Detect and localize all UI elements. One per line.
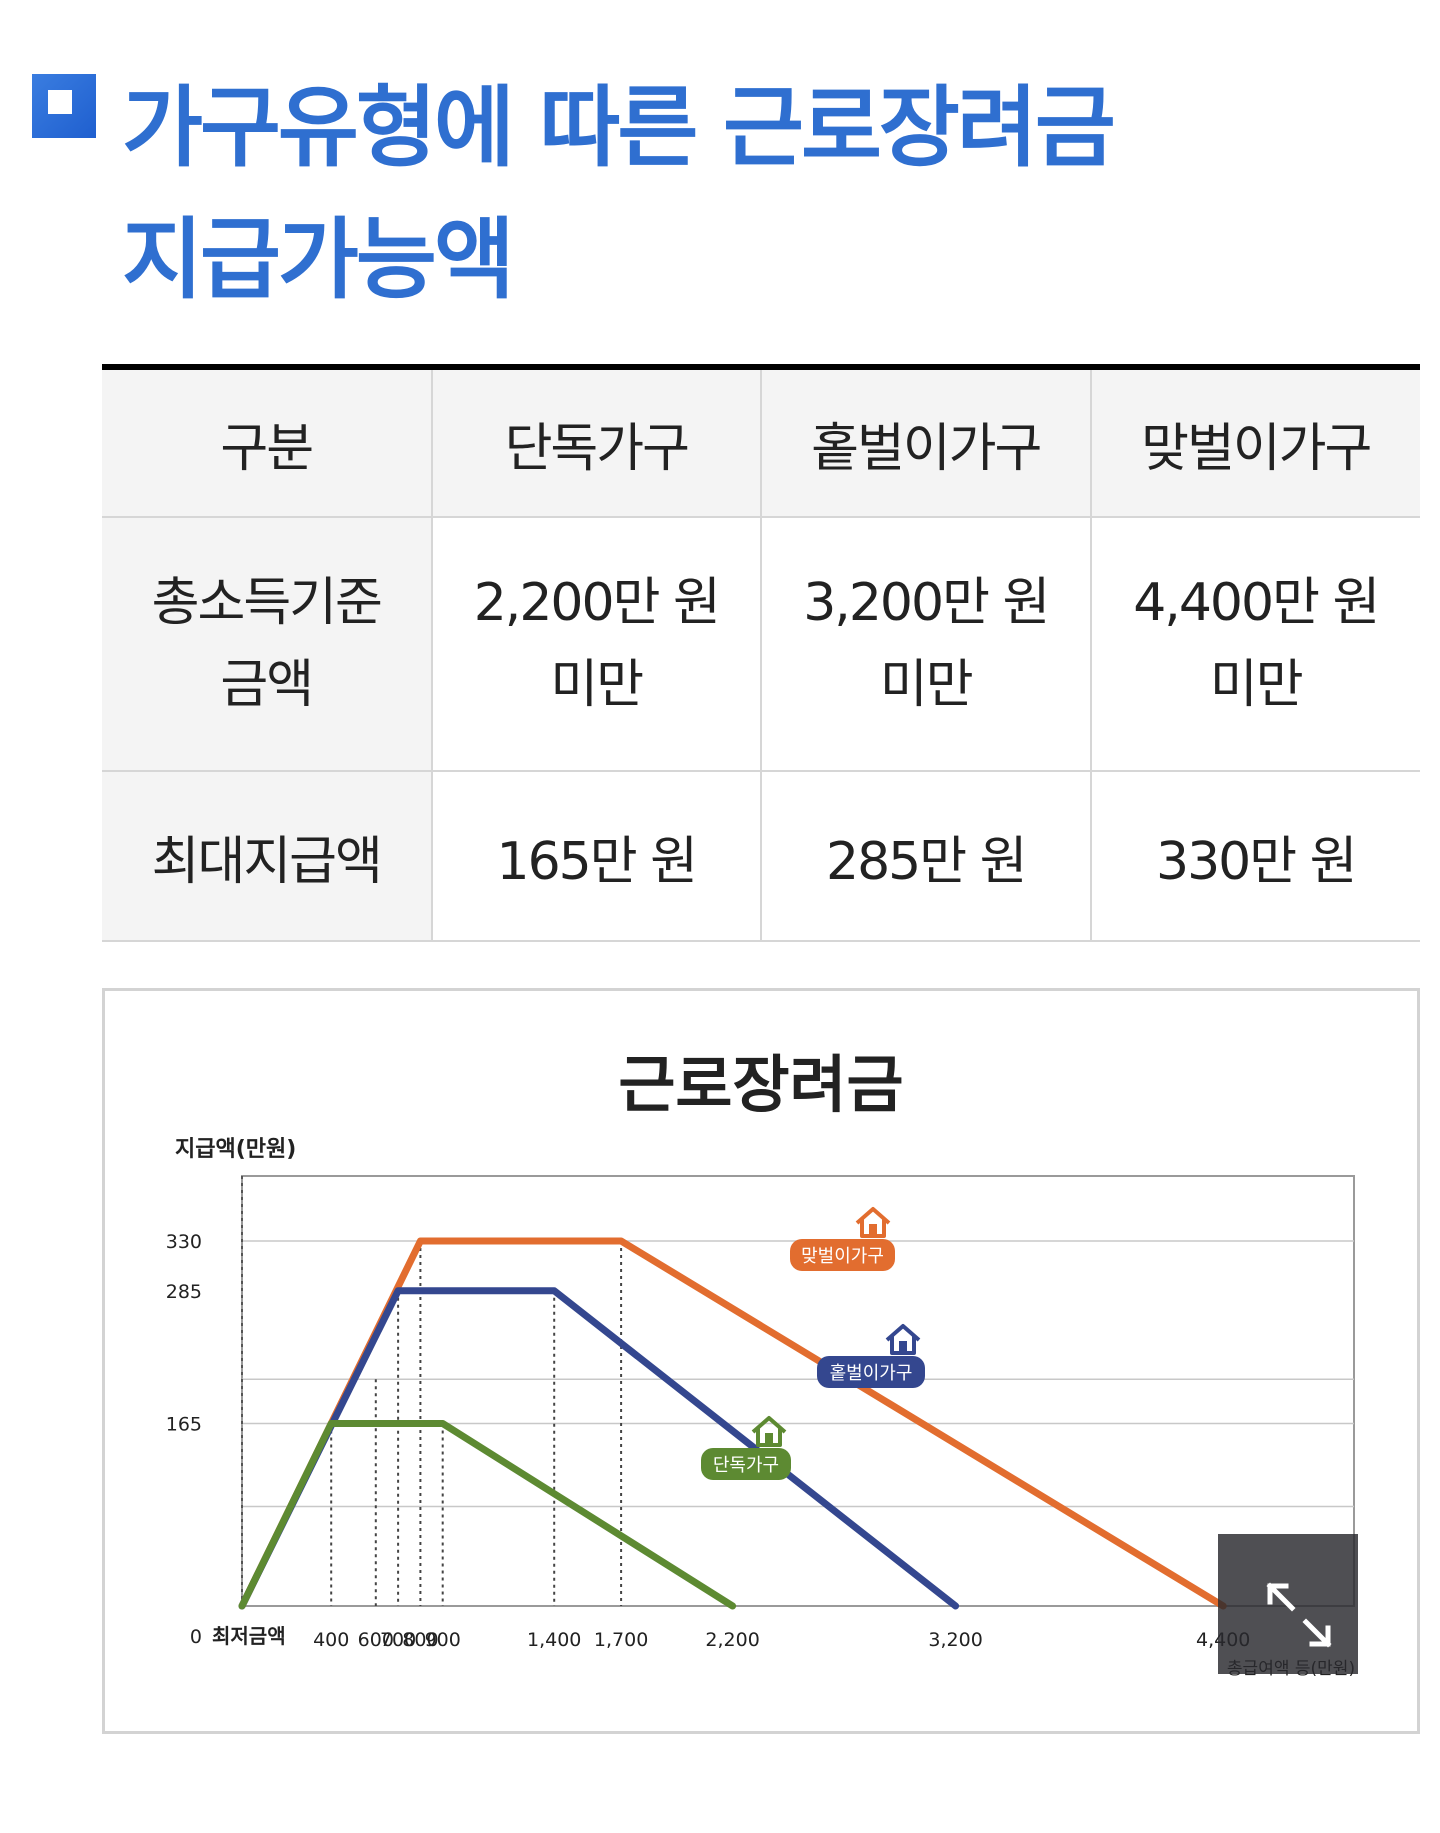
x-tick-label: 2,200 [705, 1629, 759, 1651]
table-row: 최대지급액 165만 원 285만 원 330만 원 [102, 770, 1420, 942]
legend-tag: 단독가구 [701, 1416, 791, 1480]
x-tick-label: 400 [313, 1629, 349, 1651]
x-tick-label: 900 [425, 1629, 461, 1651]
house-icon-door [869, 1224, 877, 1236]
x-tick-label: 700 [380, 1629, 416, 1651]
legend-tag: 맞벌이가구 [790, 1207, 895, 1271]
legend-tag-label: 맞벌이가구 [801, 1246, 884, 1267]
house-icon-door [765, 1433, 773, 1445]
zoom-button[interactable] [1218, 1534, 1358, 1674]
house-icon-door [899, 1341, 907, 1353]
x-origin-label: 최저금액 [212, 1624, 286, 1648]
series-line [238, 1287, 960, 1610]
page-title: 가구유형에 따른 근로장려금 지급가능액 [122, 62, 1412, 326]
x-tick-label: 1,400 [527, 1629, 581, 1651]
cell-income-single-earner: 3,200만 원 미만 [760, 516, 1092, 772]
cell-max-single: 165만 원 [430, 770, 762, 942]
page-heading: 가구유형에 따른 근로장려금 지급가능액 [32, 62, 1412, 326]
legend-tag: 홑벌이가구 [817, 1324, 925, 1388]
y-tick-label: 330 [166, 1231, 202, 1253]
legend-tag-label: 단독가구 [713, 1455, 779, 1476]
cell-income-dual-earner: 4,400만 원 미만 [1089, 516, 1420, 772]
cell-max-dual-earner: 330만 원 [1089, 770, 1420, 942]
y-tick-label: 285 [166, 1281, 202, 1303]
expand-icon [1266, 1582, 1332, 1648]
header-single-earner: 홑벌이가구 [760, 367, 1092, 518]
series-line [238, 1420, 737, 1610]
x-tick-label: 800 [402, 1629, 438, 1651]
bullet-square-icon [32, 74, 96, 138]
header-category: 구분 [102, 367, 433, 518]
legend-tag-label: 홑벌이가구 [830, 1363, 913, 1384]
table-row: 총소득기준 금액 2,200만 원 미만 3,200만 원 미만 4,400만 … [102, 516, 1420, 772]
row-label-income: 총소득기준 금액 [102, 516, 433, 772]
eitc-table: 구분 단독가구 홑벌이가구 맞벌이가구 총소득기준 금액 2,200만 원 미만… [102, 364, 1420, 942]
legend-tag-bg [817, 1356, 925, 1388]
table-header-row: 구분 단독가구 홑벌이가구 맞벌이가구 [102, 367, 1420, 518]
cell-max-single-earner: 285만 원 [760, 770, 1092, 942]
y-tick-label: 165 [166, 1414, 202, 1436]
plot-frame [241, 1175, 1355, 1607]
chart-title: 근로장려금 [618, 1048, 903, 1121]
legend-tag-bg [701, 1448, 791, 1480]
x-tick-label: 3,200 [928, 1629, 982, 1651]
page-title-line1: 가구유형에 따른 근로장려금 [122, 76, 1116, 179]
x-tick-label: 1,700 [594, 1629, 648, 1651]
y-axis-label: 지급액(만원) [175, 1137, 296, 1162]
header-single: 단독가구 [430, 367, 762, 518]
cell-income-single: 2,200만 원 미만 [430, 516, 762, 772]
legend-tag-bg [790, 1239, 895, 1271]
header-dual-earner: 맞벌이가구 [1089, 367, 1420, 518]
x-tick-label: 600 [358, 1629, 394, 1651]
row-label-max: 최대지급액 [102, 770, 433, 942]
y-tick-label: 0 [190, 1626, 202, 1648]
page-title-line2: 지급가능액 [122, 208, 515, 311]
